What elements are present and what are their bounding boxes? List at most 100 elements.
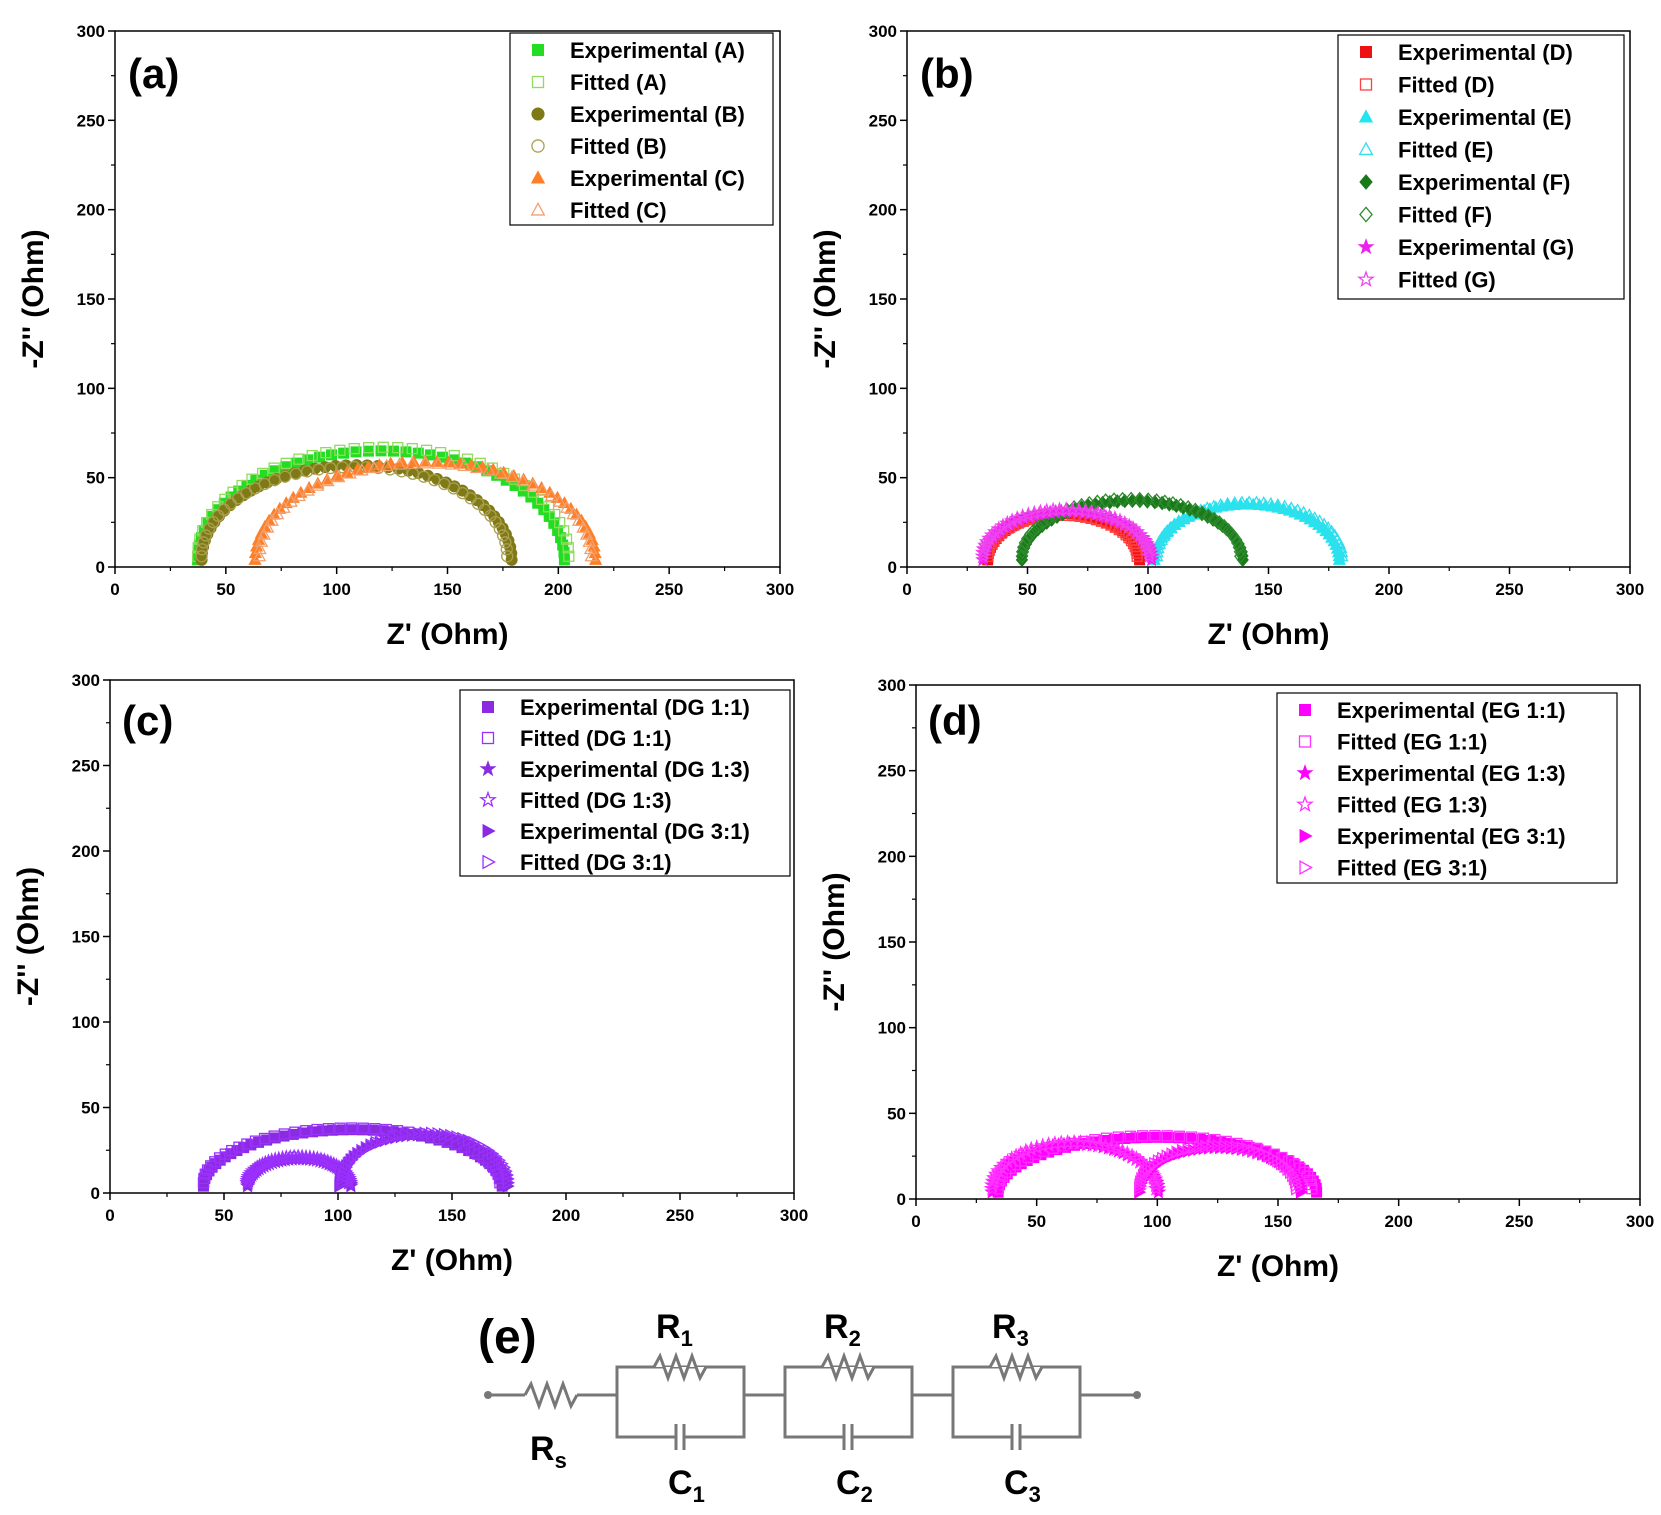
data-point (1284, 1165, 1298, 1180)
data-point (1031, 518, 1045, 534)
data-point (501, 550, 514, 563)
y-tick-label: 50 (887, 1104, 906, 1123)
data-point (276, 500, 291, 513)
data-point (219, 1148, 231, 1160)
data-point (412, 1126, 426, 1141)
data-point (1046, 1135, 1064, 1151)
data-point (1034, 1137, 1051, 1153)
data-point (486, 1146, 500, 1161)
data-point (201, 1164, 214, 1176)
data-point (1145, 1159, 1159, 1174)
resistor-r3-symbol (988, 1351, 1044, 1383)
series-fitted-c- (252, 456, 599, 562)
data-point (505, 469, 519, 483)
legend-marker (1298, 735, 1312, 748)
data-point (559, 500, 574, 513)
data-point (1232, 539, 1246, 555)
data-point (306, 449, 318, 462)
data-point (493, 466, 508, 479)
data-point (1287, 1168, 1300, 1183)
y-tick-label: 150 (77, 290, 105, 309)
series-fitted-g- (974, 501, 1158, 564)
data-point (334, 444, 346, 456)
data-point (241, 1138, 253, 1150)
x-tick-label: 100 (1134, 580, 1162, 599)
data-point (1025, 504, 1043, 521)
legend-marker (481, 731, 495, 745)
data-point (441, 455, 456, 468)
panel-b-nyquist-plot: 00 50 50 100 100 150 150 200 200 250 250 300 300 Z' (… (809, 22, 1644, 651)
data-point (1003, 512, 1021, 528)
data-point (1020, 531, 1034, 547)
data-point (1302, 508, 1317, 521)
data-point (297, 1127, 309, 1139)
legend-label: Fitted (EG 1:1) (1337, 730, 1487, 755)
y-tick-label: 100 (878, 1019, 906, 1038)
panel-title: (b) (920, 50, 974, 97)
x-tick-label: 50 (1018, 580, 1037, 599)
legend-label: Fitted (A) (570, 70, 667, 95)
legend-label: Fitted (EG 3:1) (1337, 856, 1487, 881)
data-point (1156, 528, 1171, 541)
legend-label: Experimental (A) (570, 38, 745, 63)
data-point (461, 453, 474, 465)
data-point (346, 1122, 358, 1134)
x-tick-label: 100 (1143, 1212, 1171, 1231)
data-point (1027, 522, 1041, 538)
data-point (226, 1144, 238, 1157)
data-point (195, 550, 208, 563)
data-point (426, 1126, 439, 1141)
data-point (198, 1172, 210, 1185)
data-point (379, 458, 394, 472)
data-point (1135, 1175, 1148, 1189)
legend-marker (479, 760, 497, 777)
legend-label: Fitted (D) (1398, 73, 1495, 98)
data-point (1008, 509, 1026, 526)
data-point (1220, 496, 1235, 510)
data-point (1230, 1140, 1244, 1154)
data-point (324, 461, 337, 475)
y-axis-label: -Z'' (Ohm) (12, 867, 45, 1006)
data-point (265, 513, 279, 526)
terminal-right (1133, 1391, 1141, 1399)
data-point (350, 462, 365, 475)
data-point (1116, 491, 1129, 507)
legend-label: Fitted (EG 1:3) (1337, 793, 1487, 818)
data-point (1017, 1142, 1035, 1159)
x-tick-label: 100 (322, 580, 350, 599)
data-point (420, 444, 433, 456)
legend-label: Experimental (F) (1398, 170, 1570, 195)
x-axis-label: Z' (Ohm) (391, 1244, 513, 1277)
data-point (1233, 548, 1247, 564)
data-point (312, 463, 325, 476)
panel-title: (a) (128, 50, 179, 97)
legend-label: Experimental (EG 1:1) (1337, 698, 1566, 723)
equivalent-circuit-diagram: (e) Rs (478, 1308, 1141, 1507)
series-fitted-a- (191, 441, 575, 562)
data-point (253, 541, 267, 555)
legend-label: Experimental (G) (1398, 235, 1574, 260)
x-tick-label: 0 (911, 1212, 920, 1231)
data-point (1188, 502, 1202, 518)
rc-element-3 (951, 1365, 1082, 1439)
data-point (1224, 1139, 1238, 1154)
x-tick-label: 150 (1254, 580, 1282, 599)
legend-marker (530, 202, 546, 216)
data-point (369, 1123, 381, 1135)
data-point (1162, 1131, 1174, 1143)
y-tick-label: 50 (86, 469, 105, 488)
data-point (984, 1172, 1002, 1189)
y-tick-label: 250 (869, 111, 897, 130)
legend-marker (531, 107, 545, 121)
data-point (348, 1149, 362, 1164)
legend-box (1337, 34, 1625, 300)
legend-label: Experimental (EG 1:3) (1337, 761, 1566, 786)
data-point (481, 463, 496, 476)
data-point (1140, 1131, 1152, 1143)
legend-marker (482, 854, 496, 870)
data-point (363, 441, 375, 454)
data-point (431, 456, 446, 469)
series-fitted-eg-3-1- (1134, 1139, 1304, 1196)
data-point (1038, 502, 1055, 519)
legend: Experimental (A) Fitted (A) Experimental (… (509, 32, 774, 226)
